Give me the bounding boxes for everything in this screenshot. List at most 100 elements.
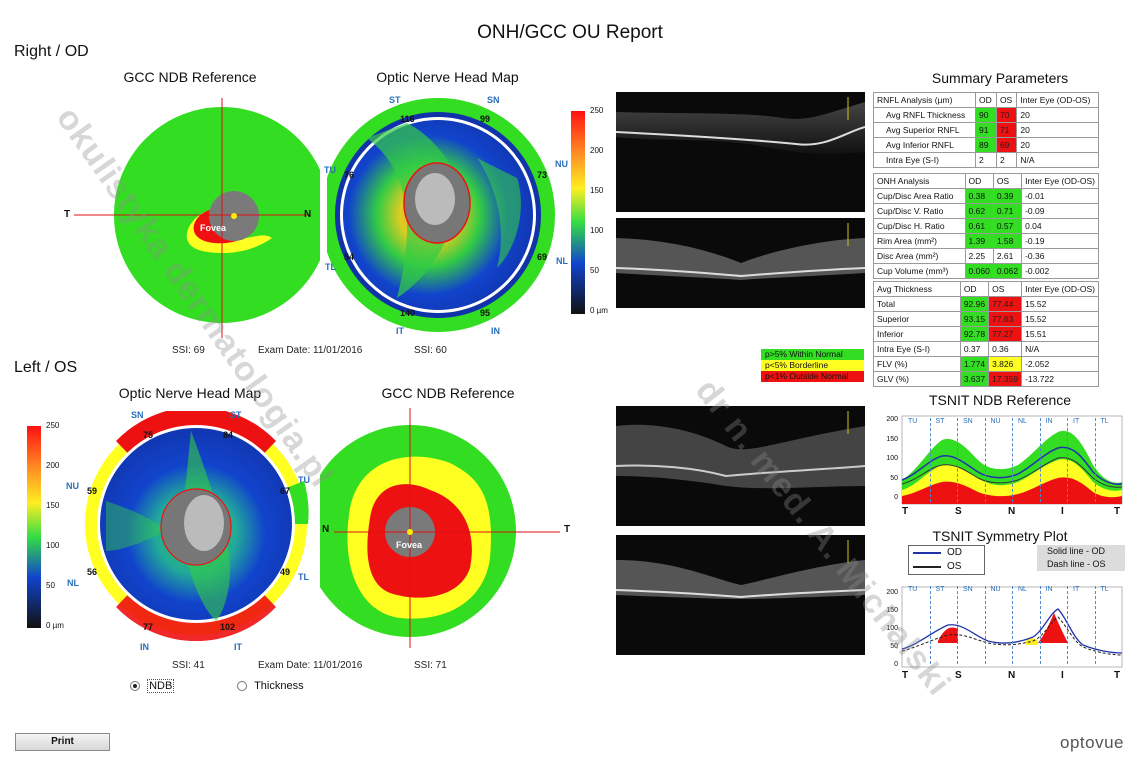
tsnit-x-label: N xyxy=(1008,506,1016,517)
od-dir-nu: NU xyxy=(555,159,568,169)
tsnit-segment-divider xyxy=(1039,586,1041,664)
os-val-nl: 56 xyxy=(87,567,98,577)
os-val-st: 84 xyxy=(223,430,234,440)
table-header-cell: Inter Eye (OD-OS) xyxy=(1021,173,1099,189)
left-eye-label: Left / OS xyxy=(14,359,78,376)
tsnit-y-tick: 50 xyxy=(890,643,898,650)
tsnit-segment-label: IT xyxy=(1073,586,1080,593)
table-row: Avg Inferior RNFL 89 69 20 xyxy=(873,137,1099,153)
od-legend-line xyxy=(913,552,941,554)
right-eye-label: Right / OD xyxy=(14,43,89,60)
thickness-radio[interactable]: Thickness xyxy=(237,680,304,692)
od-val-sn: 99 xyxy=(480,114,491,124)
table-cell: Inferior xyxy=(873,326,961,342)
od-val-nl: 69 xyxy=(537,252,548,262)
table-cell: 92.96 xyxy=(959,296,990,312)
table-cell: -0.01 xyxy=(1021,188,1099,204)
od-dir-sn: SN xyxy=(487,95,500,105)
colorbar-tick: 100 xyxy=(590,226,604,235)
table-cell: 77.44 xyxy=(988,296,1023,312)
summary-title: Summary Parameters xyxy=(931,70,1069,86)
table-cell: Total xyxy=(873,296,961,312)
table-row: FLV (%) 1.774 3.826 -2.052 xyxy=(873,356,1099,372)
table-cell: 0.36 xyxy=(988,341,1023,357)
ndb-radio-label: NDB xyxy=(147,679,175,693)
table-header-cell: RNFL Analysis (µm) xyxy=(873,92,976,108)
colorbar-tick: 250 xyxy=(46,421,60,430)
tsnit-segment-divider xyxy=(1067,418,1068,502)
tsnit-ndb-title: TSNIT NDB Reference xyxy=(928,392,1072,408)
table-cell: 2.61 xyxy=(992,248,1023,264)
tsnit-segment-label: IT xyxy=(1073,418,1080,425)
table-cell: Superior xyxy=(873,311,961,327)
od-gcc-title: GCC NDB Reference xyxy=(123,69,257,85)
od-val-in: 95 xyxy=(480,308,491,318)
os-gcc-axis-n: N xyxy=(322,524,330,535)
table-cell: Cup/Disc H. Ratio xyxy=(873,218,966,234)
os-val-sn: 75 xyxy=(143,430,154,440)
table-row: Cup/Disc H. Ratio 0.61 0.57 0.04 xyxy=(873,218,1099,234)
table-cell: 17.359 xyxy=(988,371,1023,387)
table-cell: 0.62 xyxy=(964,203,994,219)
colorbar-tick: 200 xyxy=(590,146,604,155)
table-row: Avg Superior RNFL 91 71 20 xyxy=(873,122,1099,138)
table-row: Disc Area (mm²) 2.25 2.61 -0.36 xyxy=(873,248,1099,264)
colorbar-tick: 150 xyxy=(590,186,604,195)
od-dir-tl: TL xyxy=(325,262,336,272)
table-row: Superior 93.15 77.63 15.52 xyxy=(873,311,1099,327)
colorbar-tick: 250 xyxy=(590,106,604,115)
od-val-it: 140 xyxy=(400,308,416,318)
tsnit-x-label: T xyxy=(1114,506,1121,517)
table-cell: N/A xyxy=(1021,341,1099,357)
ndb-radio[interactable]: NDB xyxy=(130,679,175,693)
od-val-tu: 76 xyxy=(344,170,355,180)
table-cell: 1.39 xyxy=(964,233,994,249)
table-header-row: RNFL Analysis (µm) OD OS Inter Eye (OD-OS) xyxy=(873,92,1099,108)
thickness-radio-dot[interactable] xyxy=(237,681,247,692)
table-row: Total 92.96 77.44 15.52 xyxy=(873,296,1099,312)
od-val-nu: 73 xyxy=(537,170,548,180)
line-style-note: Solid line - OD Dash line - OS xyxy=(1037,545,1125,571)
tsnit-segment-divider xyxy=(1039,418,1041,502)
od-dir-it: IT xyxy=(396,326,404,336)
tsnit-sym-yticks: 200 150 100 50 0 xyxy=(878,583,900,668)
os-fovea-label: Fovea xyxy=(396,540,423,550)
table-cell: 93.15 xyxy=(959,311,990,327)
od-oct-scan-top xyxy=(616,92,865,212)
os-val-nu: 59 xyxy=(87,486,98,496)
tsnit-y-tick: 200 xyxy=(886,416,898,423)
tsnit-segment-label: SN xyxy=(963,586,973,593)
tsnit-segment-label: ST xyxy=(935,418,945,425)
tsnit-segment-label: NU xyxy=(990,418,1001,425)
table-cell: Cup/Disc Area Ratio xyxy=(873,188,966,204)
table-row: Rim Area (mm²) 1.39 1.58 -0.19 xyxy=(873,233,1099,249)
table-cell: 2 xyxy=(995,152,1018,168)
table-cell: 15.52 xyxy=(1021,311,1099,327)
od-ssi-onh: SSI: 60 xyxy=(414,345,447,356)
table-cell: Cup Volume (mm³) xyxy=(873,263,966,279)
od-gcc-axis-n: N xyxy=(304,209,312,220)
table-cell: 91 xyxy=(975,122,997,138)
table-row: GLV (%) 3.637 17.359 -13.722 xyxy=(873,371,1099,387)
tsnit-segment-label: IN xyxy=(1045,418,1053,425)
table-row: Avg RNFL Thickness 90 70 20 xyxy=(873,107,1099,123)
tsnit-segment-label: ST xyxy=(935,586,945,593)
tsnit-segment-divider xyxy=(957,418,958,502)
os-val-in: 77 xyxy=(143,622,154,632)
table-header-cell: Inter Eye (OD-OS) xyxy=(1016,92,1099,108)
table-header-row: ONH Analysis OD OS Inter Eye (OD-OS) xyxy=(873,173,1099,189)
tsnit-x-label: I xyxy=(1061,506,1064,517)
ndb-radio-dot[interactable] xyxy=(130,681,140,692)
os-oct-scan-bottom xyxy=(616,535,865,655)
od-dir-tu: TU xyxy=(324,165,336,175)
table-cell: 15.51 xyxy=(1021,326,1099,342)
significance-legend: p>5% Within Normal p<5% Borderline p<1% … xyxy=(761,349,864,382)
od-dir-nl: NL xyxy=(556,256,568,266)
os-ssi-onh: SSI: 41 xyxy=(172,660,205,671)
print-button[interactable]: Print xyxy=(15,733,110,751)
table-cell: 15.52 xyxy=(1021,296,1099,312)
od-legend-label: OD xyxy=(947,547,962,558)
table-header-cell: OS xyxy=(988,281,1023,297)
tsnit-segment-divider xyxy=(1094,418,1096,502)
